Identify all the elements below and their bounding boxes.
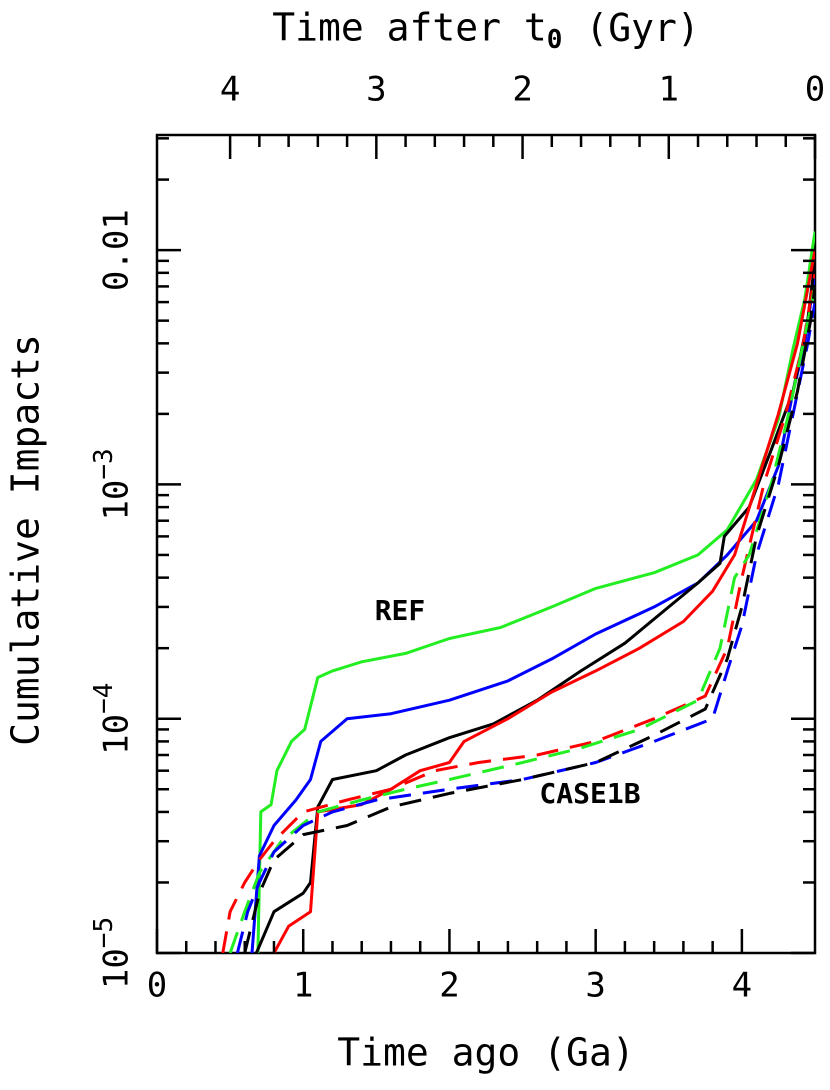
- x2-axis-title: Time after t0 (Gyr): [272, 6, 699, 55]
- x-tick-label: 2: [439, 966, 459, 1006]
- x-tick-label: 0: [147, 966, 167, 1006]
- x2-tick-label: 4: [220, 70, 240, 110]
- series-line: [235, 301, 815, 953]
- series-line: [255, 260, 815, 953]
- y-tick-label: 0.01: [97, 209, 137, 291]
- series-line: [250, 272, 815, 953]
- x2-tick-label: 2: [512, 70, 532, 110]
- y-tick-label: 10−3: [89, 448, 137, 520]
- annotation: CASE1B: [539, 777, 640, 810]
- x-tick-label: 3: [585, 966, 605, 1006]
- plot-frame: [155, 133, 817, 955]
- x2-tick-label: 0: [805, 70, 825, 110]
- x-axis-title: Time ago (Ga): [337, 1031, 634, 1075]
- y-tick-label: 10−5: [89, 917, 137, 989]
- plot-area: [221, 231, 815, 953]
- annotation: REF: [375, 594, 426, 627]
- x-tick-label: 1: [293, 966, 313, 1006]
- y-tick-label: 10−4: [89, 683, 137, 755]
- x2-tick-label: 3: [366, 70, 386, 110]
- y-axis-title: Cumulative Impacts: [4, 334, 48, 746]
- x2-tick-label: 1: [659, 70, 679, 110]
- series-line: [243, 286, 815, 953]
- series-line: [272, 249, 815, 953]
- series-line: [221, 272, 815, 953]
- x-tick-label: 4: [732, 966, 752, 1006]
